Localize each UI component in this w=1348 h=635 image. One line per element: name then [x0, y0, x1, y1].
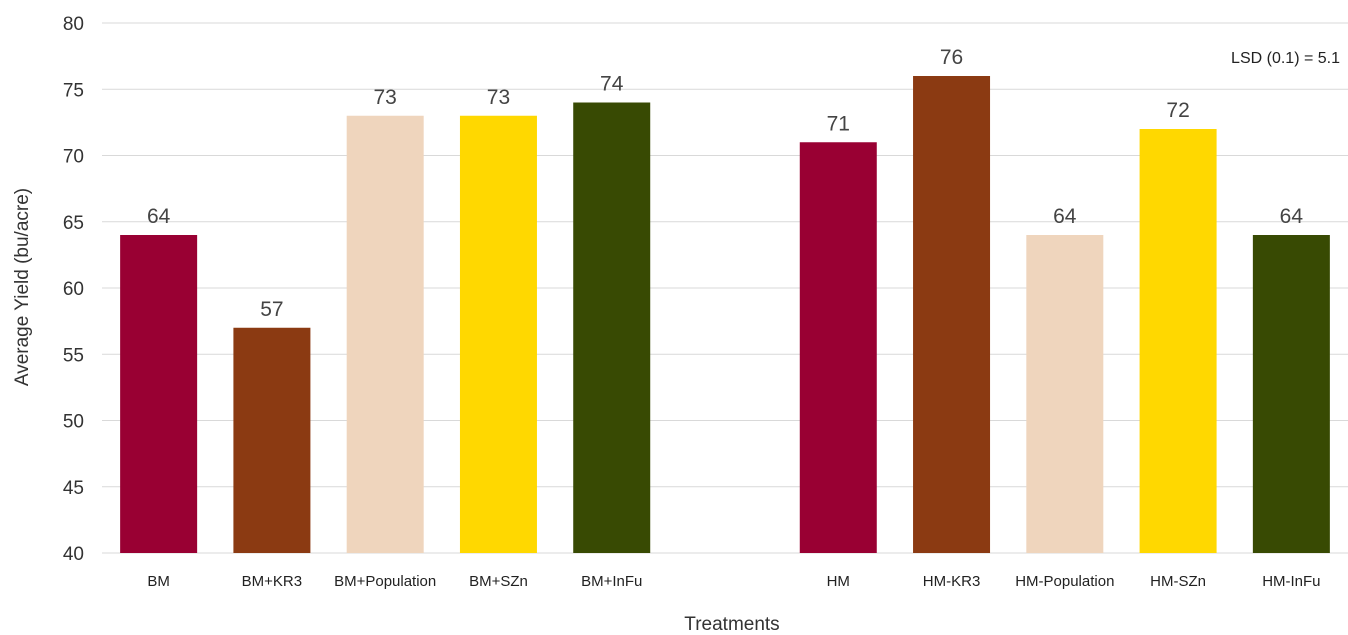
data-label: 76 — [940, 46, 963, 69]
data-labels: 64 57 73 73 74 71 76 64 72 64 — [147, 46, 1303, 321]
data-label: 64 — [1280, 205, 1304, 228]
bar — [573, 102, 651, 553]
data-label: 72 — [1166, 99, 1189, 122]
y-tick-label: 60 — [63, 279, 84, 300]
data-label: 74 — [600, 73, 624, 96]
x-tick-label: BM+SZn — [469, 573, 528, 590]
bar — [459, 115, 537, 553]
bar — [913, 76, 991, 553]
y-tick-label: 70 — [63, 147, 84, 168]
bar — [1139, 129, 1217, 553]
data-label: 64 — [147, 205, 171, 228]
bars — [120, 76, 1330, 553]
bar — [346, 115, 424, 553]
x-tick-label: BM+InFu — [581, 573, 642, 590]
y-tick-label: 65 — [63, 213, 84, 234]
data-label: 71 — [827, 112, 850, 135]
data-label: 64 — [1053, 205, 1077, 228]
bar — [120, 235, 198, 553]
bar — [799, 142, 877, 553]
y-tick-label: 80 — [63, 14, 84, 35]
y-tick-label: 40 — [63, 544, 84, 565]
y-axis-title: Average Yield (bu/acre) — [12, 188, 33, 386]
data-label: 57 — [260, 298, 283, 321]
x-tick-label: BM+Population — [334, 573, 436, 590]
data-label: 73 — [374, 86, 397, 109]
y-tick-label: 55 — [63, 345, 84, 366]
x-tick-label: BM+KR3 — [242, 573, 302, 590]
x-tick-label: HM — [827, 573, 850, 590]
x-tick-label: HM-InFu — [1262, 573, 1320, 590]
x-axis-title: Treatments — [684, 614, 779, 635]
bar — [1026, 235, 1104, 553]
y-tick-label: 50 — [63, 412, 84, 433]
x-tick-label: HM-KR3 — [923, 573, 981, 590]
bar — [1252, 235, 1330, 553]
x-tick-label: BM — [147, 573, 170, 590]
y-tick-label: 45 — [63, 478, 84, 499]
y-axis-ticks: 40 45 50 55 60 65 70 75 80 — [63, 14, 84, 565]
x-axis-ticks: BM BM+KR3 BM+Population BM+SZn BM+InFu HM HM-K… — [147, 573, 1320, 590]
data-label: 73 — [487, 86, 510, 109]
lsd-annotation: LSD (0.1) = 5.1 — [1231, 50, 1340, 67]
x-tick-label: HM-SZn — [1150, 573, 1206, 590]
bar — [233, 327, 311, 553]
x-tick-label: HM-Population — [1015, 573, 1114, 590]
y-tick-label: 75 — [63, 80, 84, 101]
